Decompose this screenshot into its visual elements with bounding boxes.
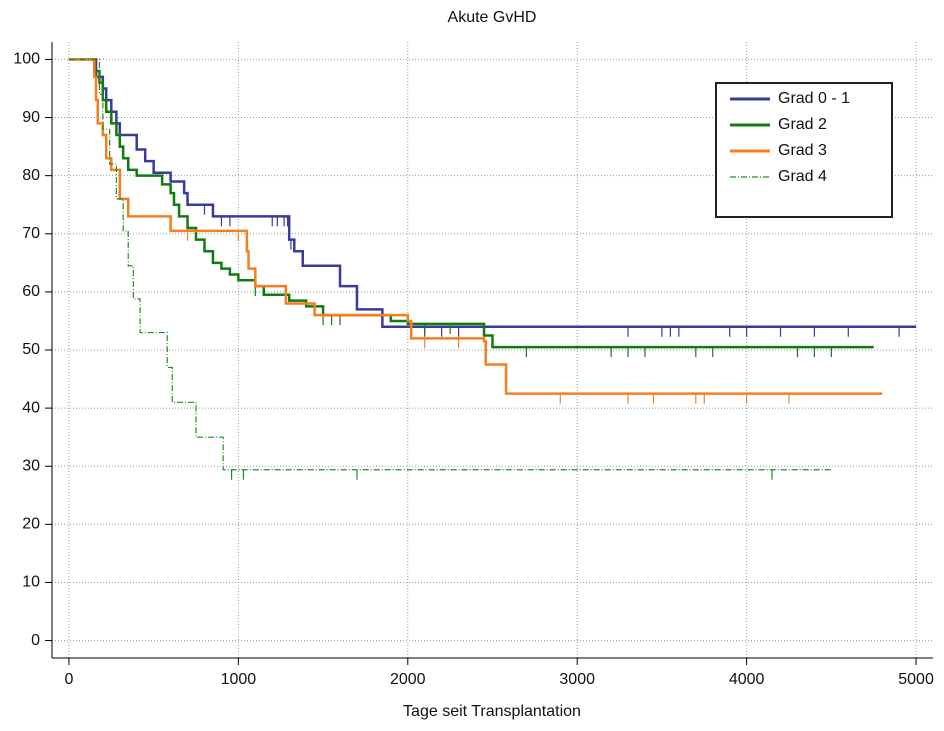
y-tick-label: 100 <box>13 51 40 68</box>
legend-label: Grad 4 <box>778 168 827 185</box>
x-tick-label: 2000 <box>390 671 426 688</box>
y-tick-label: 90 <box>22 109 40 126</box>
chart-title: Akute GvHD <box>448 9 537 26</box>
x-tick-label: 3000 <box>559 671 595 688</box>
survival-line <box>68 58 917 329</box>
y-tick-label: 10 <box>22 574 40 591</box>
y-tick-label: 50 <box>22 341 40 358</box>
y-tick-label: 70 <box>22 225 40 242</box>
legend-label: Grad 0 - 1 <box>778 90 850 107</box>
legend-label: Grad 3 <box>778 142 827 159</box>
x-axis-label: Tage seit Transplantation <box>403 703 581 720</box>
y-tick-label: 80 <box>22 167 40 184</box>
x-tick-label: 1000 <box>221 671 257 688</box>
survival-line <box>68 58 874 349</box>
legend-label: Grad 2 <box>778 116 827 133</box>
x-tick-label: 0 <box>64 671 73 688</box>
y-tick-label: 40 <box>22 399 40 416</box>
x-tick-label: 4000 <box>729 671 765 688</box>
y-tick-label: 20 <box>22 516 40 533</box>
x-tick-label: 5000 <box>898 671 934 688</box>
survival-line <box>68 58 883 395</box>
y-tick-label: 0 <box>31 632 40 649</box>
y-tick-label: 60 <box>22 283 40 300</box>
y-tick-label: 30 <box>22 457 40 474</box>
survival-line <box>68 58 832 471</box>
